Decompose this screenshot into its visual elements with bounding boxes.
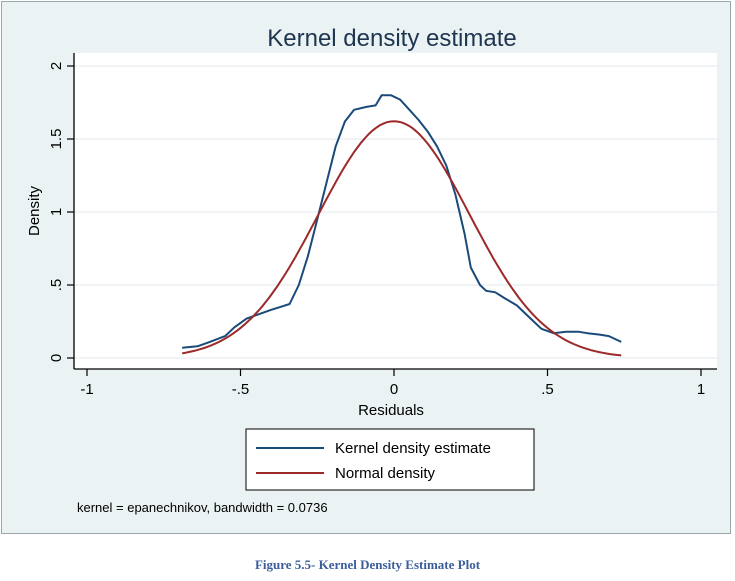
chart-svg: 0 .5 1 1.5 2 -1 -.5 0 .5 1 Kernel density estima…	[1, 1, 731, 534]
chart-container: 0 .5 1 1.5 2 -1 -.5 0 .5 1 Kernel density estima…	[1, 1, 731, 534]
legend-label-normal: Normal density	[335, 465, 436, 482]
y-tick-label: 2	[48, 62, 65, 70]
y-tick-label: 0	[48, 354, 65, 362]
series-group	[182, 94, 622, 357]
grid-lines	[74, 65, 717, 359]
chart-title: Kernel density estimate	[267, 25, 516, 52]
legend: Kernel density estimate Normal density	[245, 428, 535, 491]
series-line-normal-density	[182, 120, 622, 357]
legend-box	[245, 428, 535, 491]
legend-label-kernel: Kernel density estimate	[335, 440, 491, 457]
x-axis-label: Residuals	[358, 402, 424, 419]
x-tick-label: .5	[541, 381, 554, 398]
x-tick-label: -.5	[232, 381, 250, 398]
y-axis-label: Density	[26, 185, 43, 236]
y-tick-label: .5	[48, 279, 65, 292]
plot-area	[74, 53, 717, 369]
series-line-kernel-density	[182, 94, 622, 349]
y-tick-label: 1.5	[48, 129, 65, 150]
x-tick-label: 0	[390, 381, 398, 398]
figure-caption: Figure 5.5- Kernel Density Estimate Plot	[254, 557, 481, 572]
kernel-note: kernel = epanechnikov, bandwidth = 0.073…	[77, 500, 328, 515]
x-axis-ticks: -1 -.5 0 .5 1	[80, 369, 705, 398]
y-tick-label: 1	[48, 208, 65, 216]
y-axis-ticks: 0 .5 1 1.5 2	[48, 62, 74, 362]
x-tick-label: -1	[80, 381, 93, 398]
x-tick-label: 1	[697, 381, 705, 398]
